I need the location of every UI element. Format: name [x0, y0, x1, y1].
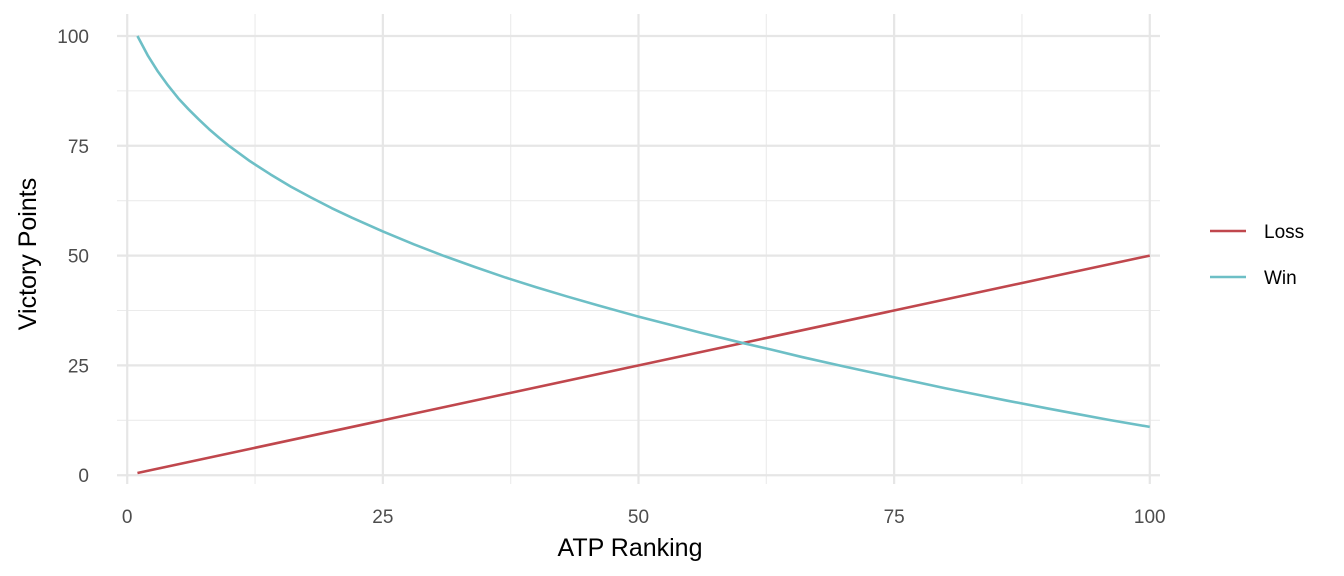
- x-tick-label: 25: [372, 507, 393, 528]
- legend-label: Win: [1264, 268, 1297, 289]
- x-axis-ticks: 0 25 50 75 100: [122, 507, 1166, 528]
- legend-item-win: Win: [1210, 268, 1297, 289]
- x-tick-label: 0: [122, 507, 133, 528]
- series-lines: [136, 35, 1151, 475]
- legend: Loss Win: [1210, 222, 1304, 289]
- y-axis-title: Victory Points: [14, 178, 42, 330]
- x-tick-label: 50: [628, 507, 649, 528]
- y-tick-label: 50: [68, 247, 89, 268]
- y-tick-label: 0: [78, 466, 89, 487]
- x-tick-label: 75: [884, 507, 905, 528]
- y-tick-label: 25: [68, 356, 89, 377]
- y-tick-label: 75: [68, 137, 89, 158]
- major-grid: [117, 14, 1160, 484]
- x-axis-title: ATP Ranking: [558, 534, 703, 562]
- series-line-loss: [137, 254, 1151, 475]
- y-tick-label: 100: [57, 27, 89, 48]
- legend-item-loss: Loss: [1210, 222, 1304, 243]
- y-axis-ticks: 0 25 50 75 100: [57, 27, 89, 487]
- series-line-win: [136, 35, 1150, 429]
- x-tick-label: 100: [1134, 507, 1166, 528]
- legend-label: Loss: [1264, 222, 1304, 243]
